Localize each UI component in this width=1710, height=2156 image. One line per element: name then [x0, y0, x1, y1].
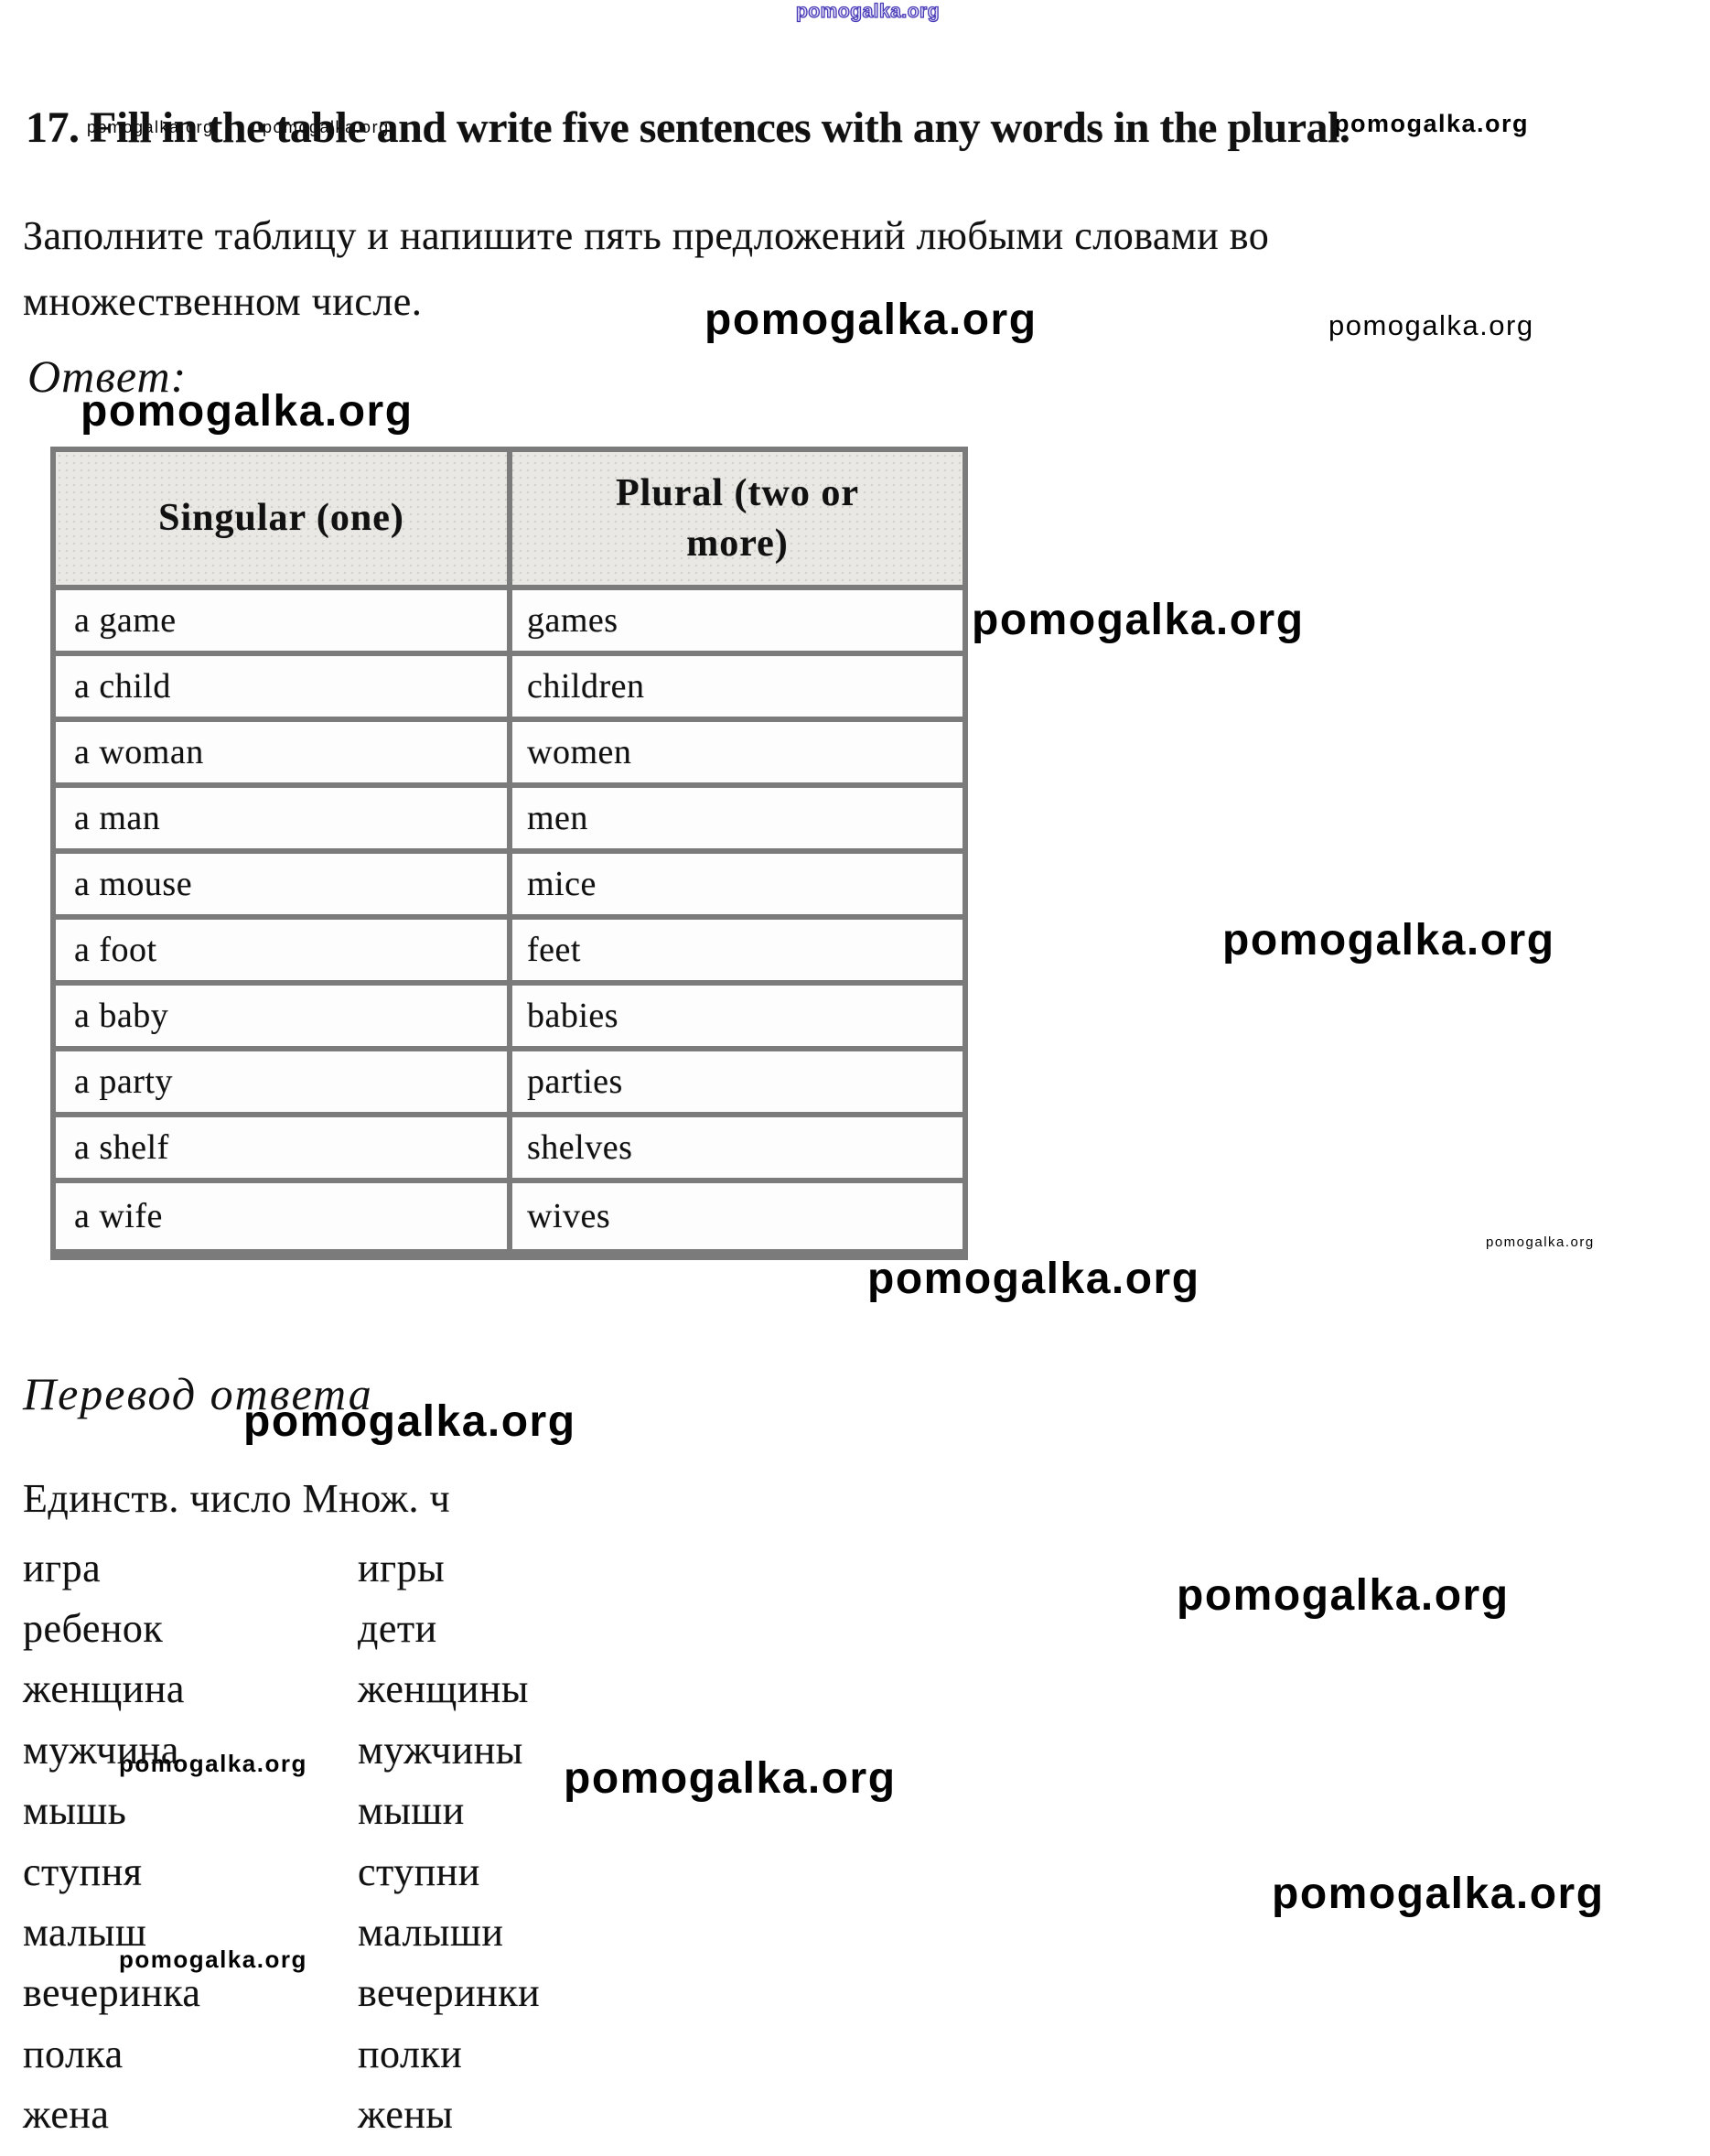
- plural-cell: babies: [527, 997, 619, 1035]
- task-instruction-ru: Заполните таблицу и напишите пять предло…: [23, 213, 1270, 324]
- plural-ru: ступни: [358, 1849, 480, 1894]
- singular-ru: мужчина: [23, 1727, 179, 1773]
- singular-ru: женщина: [23, 1666, 185, 1712]
- watermark: pomogalka.org: [263, 118, 390, 136]
- table-row: a mouse mice: [56, 854, 963, 920]
- watermark: pomogalka.org: [119, 1750, 307, 1777]
- plural-cell: men: [527, 799, 588, 837]
- plural-ru: дети: [358, 1606, 437, 1652]
- watermark: pomogalka.org: [1328, 309, 1534, 341]
- singular-cell: a party: [56, 1051, 512, 1112]
- table-row: a wife wives: [56, 1183, 963, 1249]
- table-row: a woman women: [56, 722, 963, 788]
- plural-cell: women: [527, 733, 632, 771]
- plural-ru: вечеринки: [358, 1970, 541, 2016]
- singular-ru: ребенок: [23, 1606, 164, 1652]
- table-row: a shelf shelves: [56, 1117, 963, 1183]
- plural-cell: feet: [527, 931, 581, 969]
- translation-row: полка полки: [23, 2023, 846, 2084]
- table-row: a party parties: [56, 1051, 963, 1117]
- watermark: pomogalka.org: [119, 1946, 307, 1973]
- plural-ru: игры: [358, 1545, 446, 1590]
- singular-ru: малыш: [23, 1910, 147, 1956]
- plural-cell: parties: [527, 1062, 623, 1101]
- watermark: pomogalka.org: [972, 596, 1305, 644]
- table-header-row: Singular (one) Plural (two or more): [56, 452, 963, 590]
- watermark: pomogalka.org: [704, 296, 1038, 344]
- translation-row: женщина женщины: [23, 1659, 846, 1719]
- singular-cell: a shelf: [56, 1117, 512, 1178]
- singular-cell: a man: [56, 788, 512, 848]
- plural-cell: games: [527, 601, 618, 640]
- translation-row: мышь мыши: [23, 1781, 846, 1841]
- table-row: a baby babies: [56, 986, 963, 1051]
- singular-ru: вечеринка: [23, 1970, 201, 2016]
- plural-ru: мыши: [358, 1788, 465, 1834]
- plural-ru: женщины: [358, 1666, 529, 1712]
- singular-cell: a game: [56, 590, 512, 651]
- translation-row: вечеринка вечеринки: [23, 1963, 846, 2023]
- plural-cell: shelves: [527, 1128, 633, 1167]
- singular-cell: a woman: [56, 722, 512, 782]
- translation-row: ребенок дети: [23, 1598, 846, 1658]
- watermark: pomogalka.org: [1222, 916, 1555, 965]
- column-header-singular: Singular (one): [56, 452, 512, 585]
- watermark: pomogalka.org: [81, 387, 414, 436]
- singular-cell: a baby: [56, 986, 512, 1046]
- translation-row: ступня ступни: [23, 1841, 846, 1902]
- plural-forms-table: Singular (one) Plural (two or more) a ga…: [50, 447, 968, 1260]
- singular-cell: a wife: [56, 1183, 512, 1249]
- singular-ru: полка: [23, 2031, 124, 2076]
- table-row: a child children: [56, 656, 963, 722]
- plural-ru: жены: [358, 2092, 454, 2138]
- translation-heading: Перевод ответа: [23, 1368, 373, 1419]
- singular-ru: жена: [23, 2092, 110, 2138]
- watermark: pomogalka.org: [1334, 110, 1530, 137]
- watermark: pomogalka.org: [1177, 1571, 1510, 1620]
- answer-label: Ответ:: [27, 350, 188, 402]
- translation-row: игра игры: [23, 1537, 846, 1598]
- table-row: a game games: [56, 590, 963, 656]
- plural-cell: mice: [527, 865, 597, 903]
- translation-row: мужчина мужчины: [23, 1719, 846, 1780]
- task-title: 17. Fill in the table and write five sen…: [26, 103, 1350, 153]
- translation-list: игра игры ребенок дети женщина женщины м…: [23, 1537, 846, 2145]
- watermark: pomogalka.org: [87, 118, 214, 136]
- watermark: pomogalka.org: [1486, 1234, 1595, 1250]
- watermark: pomogalka.org: [564, 1754, 897, 1803]
- plural-ru: полки: [358, 2031, 463, 2076]
- translation-row: малыш малыши: [23, 1902, 846, 1962]
- column-header-plural: Plural (two or more): [512, 452, 963, 585]
- watermark: pomogalka.org: [867, 1255, 1200, 1303]
- singular-ru: игра: [23, 1545, 102, 1590]
- singular-ru: мышь: [23, 1788, 127, 1834]
- singular-ru: ступня: [23, 1849, 143, 1894]
- singular-cell: a child: [56, 656, 512, 717]
- watermark: pomogalka.org: [243, 1397, 576, 1446]
- plural-cell: children: [527, 667, 645, 706]
- table-row: a foot feet: [56, 920, 963, 986]
- singular-cell: a foot: [56, 920, 512, 980]
- plural-ru: малыши: [358, 1910, 504, 1956]
- translation-row: жена жены: [23, 2085, 846, 2145]
- plural-cell: wives: [527, 1197, 611, 1235]
- translation-columns-label: Единств. число Множ. ч: [23, 1476, 451, 1521]
- table-row: a man men: [56, 788, 963, 854]
- singular-cell: a mouse: [56, 854, 512, 914]
- watermark-blue: pomogalka.org: [795, 1, 941, 22]
- watermark: pomogalka.org: [1272, 1870, 1605, 1918]
- plural-ru: мужчины: [358, 1727, 523, 1773]
- column-header-plural-label: Plural (two or more): [616, 471, 859, 565]
